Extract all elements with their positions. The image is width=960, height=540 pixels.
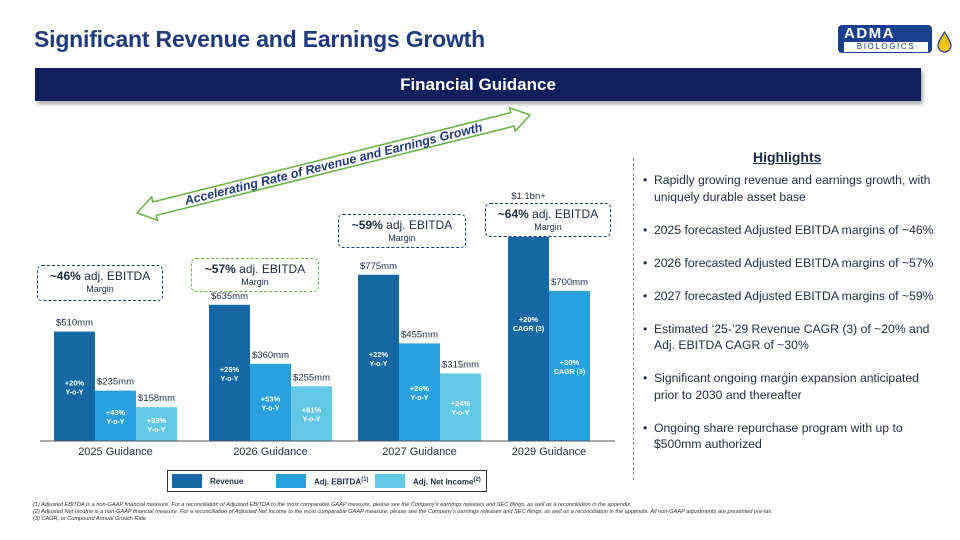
section-divider xyxy=(633,158,634,480)
category-label: 2029 Guidance xyxy=(512,446,587,458)
highlight-item: Estimated ‘25-’29 Revenue CAGR (3) of ~2… xyxy=(643,321,943,354)
bar-revenue-3 xyxy=(508,205,549,441)
footnote: (2) Adjusted Net Income is a non-GAAP fi… xyxy=(33,509,773,516)
highlight-item: Ongoing share repurchase program with up… xyxy=(643,420,943,453)
legend-label-revenue: Revenue xyxy=(210,477,244,486)
bar-value-label: $455mm xyxy=(401,329,438,340)
bar-value-label: $510mm xyxy=(56,318,93,329)
legend-swatch-net-income xyxy=(375,474,405,488)
bar-growth-label: Y-o-Y xyxy=(303,417,321,424)
bar-adj-0 xyxy=(136,407,177,441)
bar-revenue-0 xyxy=(54,331,95,441)
margin-pct: ~64% xyxy=(497,207,529,221)
highlight-item: Significant ongoing margin expansion ant… xyxy=(643,370,943,403)
droplet-icon xyxy=(937,31,952,53)
bar-growth-label: CAGR (3) xyxy=(513,326,544,333)
margin-pct: ~59% xyxy=(351,218,383,232)
bar-adj-1 xyxy=(291,386,332,441)
bar-value-label: $158mm xyxy=(138,393,175,404)
highlight-item: 2027 forecasted Adjusted EBITDA margins … xyxy=(643,288,943,305)
margin-sub: Margin xyxy=(241,276,269,287)
margin-sub: Margin xyxy=(388,232,416,243)
bar-value-label: $360mm xyxy=(252,350,289,361)
footnote: (1) Adjusted EBITDA is a non-GAAP financ… xyxy=(33,502,632,508)
category-label: 2026 Guidance xyxy=(233,446,308,458)
margin-callout-2029: ~64% adj. EBITDA Margin xyxy=(485,203,611,237)
margin-sub: Margin xyxy=(86,283,114,294)
margin-callout-2027: ~59% adj. EBITDA Margin xyxy=(338,214,466,248)
section-banner: Financial Guidance xyxy=(35,68,921,101)
bar-growth-pct: +61% xyxy=(302,406,322,415)
category-label: 2027 Guidance xyxy=(382,446,457,458)
bar-value-label: $235mm xyxy=(97,377,134,388)
legend-label-ebitda: Adj. EBITDA(1) xyxy=(314,477,369,487)
logo-name: ADMA xyxy=(844,25,895,42)
bar-growth-label: Y-o-Y xyxy=(148,427,166,434)
chart-legend: Revenue Adj. EBITDA(1) Adj. Net Income(2… xyxy=(167,470,487,492)
margin-sub: Margin xyxy=(534,221,562,232)
bar-growth-pct: +53% xyxy=(261,394,281,403)
acceleration-arrow: Accelerating Rate of Revenue and Earning… xyxy=(135,106,532,222)
bar-growth-label: Y-o-Y xyxy=(452,410,470,417)
bar-value-label: $315mm xyxy=(442,359,479,370)
bar-growth-label: Y-o-Y xyxy=(66,389,84,396)
bar-growth-label: CAGR (3) xyxy=(554,369,585,376)
bar-adj-1 xyxy=(250,363,291,441)
bar-growth-pct: +22% xyxy=(369,350,389,359)
footnote: (3) CAGR, or Compound Annual Growth Rate xyxy=(33,516,147,523)
highlight-item: 2026 forecasted Adjusted EBITDA margins … xyxy=(643,255,943,272)
margin-text: adj. EBITDA xyxy=(386,218,453,232)
legend-swatch-ebitda xyxy=(276,474,306,488)
bar-value-label: $775mm xyxy=(360,261,397,272)
footnotes: (1) Adjusted EBITDA is a non-GAAP financ… xyxy=(33,502,933,524)
bar-growth-label: Y-o-Y xyxy=(411,395,429,402)
category-label: 2025 Guidance xyxy=(78,446,153,458)
highlights-title: Highlights xyxy=(753,149,822,165)
bar-value-label: $635mm xyxy=(211,291,248,302)
bar-adj-2 xyxy=(399,343,440,441)
arrow-label: Accelerating Rate of Revenue and Earning… xyxy=(182,120,484,208)
legend-swatch-revenue xyxy=(172,474,202,488)
bar-growth-pct: +20% xyxy=(65,378,85,387)
bar-growth-pct: +25% xyxy=(220,365,240,374)
bar-growth-pct: +43% xyxy=(106,408,126,417)
margin-callout-2025: ~46% adj. EBITDA Margin xyxy=(37,265,163,301)
margin-text: adj. EBITDA xyxy=(239,262,306,276)
bar-growth-pct: +30% xyxy=(560,358,580,367)
bar-revenue-2 xyxy=(358,274,399,441)
bar-value-label: $700mm xyxy=(551,277,588,288)
margin-callout-2026: ~57% adj. EBITDA Margin xyxy=(191,258,319,292)
bar-growth-pct: +33% xyxy=(147,416,167,425)
logo-box: ADMA BIOLOGICS xyxy=(838,25,932,53)
bar-growth-pct: +24% xyxy=(451,399,471,408)
bar-growth-label: Y-o-Y xyxy=(107,419,125,426)
bar-value-label: $1.1bn+ xyxy=(511,191,546,202)
bar-growth-pct: +20% xyxy=(519,315,539,324)
page-title: Significant Revenue and Earnings Growth xyxy=(34,26,485,52)
margin-text: adj. EBITDA xyxy=(84,269,151,283)
logo-sub: BIOLOGICS xyxy=(843,41,929,53)
bar-growth-label: Y-o-Y xyxy=(262,405,280,412)
margin-pct: ~57% xyxy=(204,262,236,276)
highlight-item: 2025 forecasted Adjusted EBITDA margins … xyxy=(643,222,943,239)
bar-revenue-1 xyxy=(209,304,250,441)
bar-adj-2 xyxy=(440,373,481,441)
margin-pct: ~46% xyxy=(49,269,81,283)
bar-growth-label: Y-o-Y xyxy=(370,361,388,368)
bar-value-label: $255mm xyxy=(293,372,330,383)
bar-adj-0 xyxy=(95,390,136,441)
chart-axis: 2025 Guidance 2026 Guidance 2027 Guidance 2… xyxy=(40,440,615,458)
bar-growth-pct: +26% xyxy=(410,384,430,393)
bar-growth-label: Y-o-Y xyxy=(221,376,239,383)
adma-logo: ADMA BIOLOGICS xyxy=(838,25,956,55)
margin-text: adj. EBITDA xyxy=(532,207,599,221)
legend-label-net-income: Adj. Net Income(2) xyxy=(413,477,481,487)
highlight-item: Rapidly growing revenue and earnings gro… xyxy=(643,172,943,205)
highlights-list: Rapidly growing revenue and earnings gro… xyxy=(643,172,943,469)
bar-adj-3 xyxy=(549,290,590,441)
